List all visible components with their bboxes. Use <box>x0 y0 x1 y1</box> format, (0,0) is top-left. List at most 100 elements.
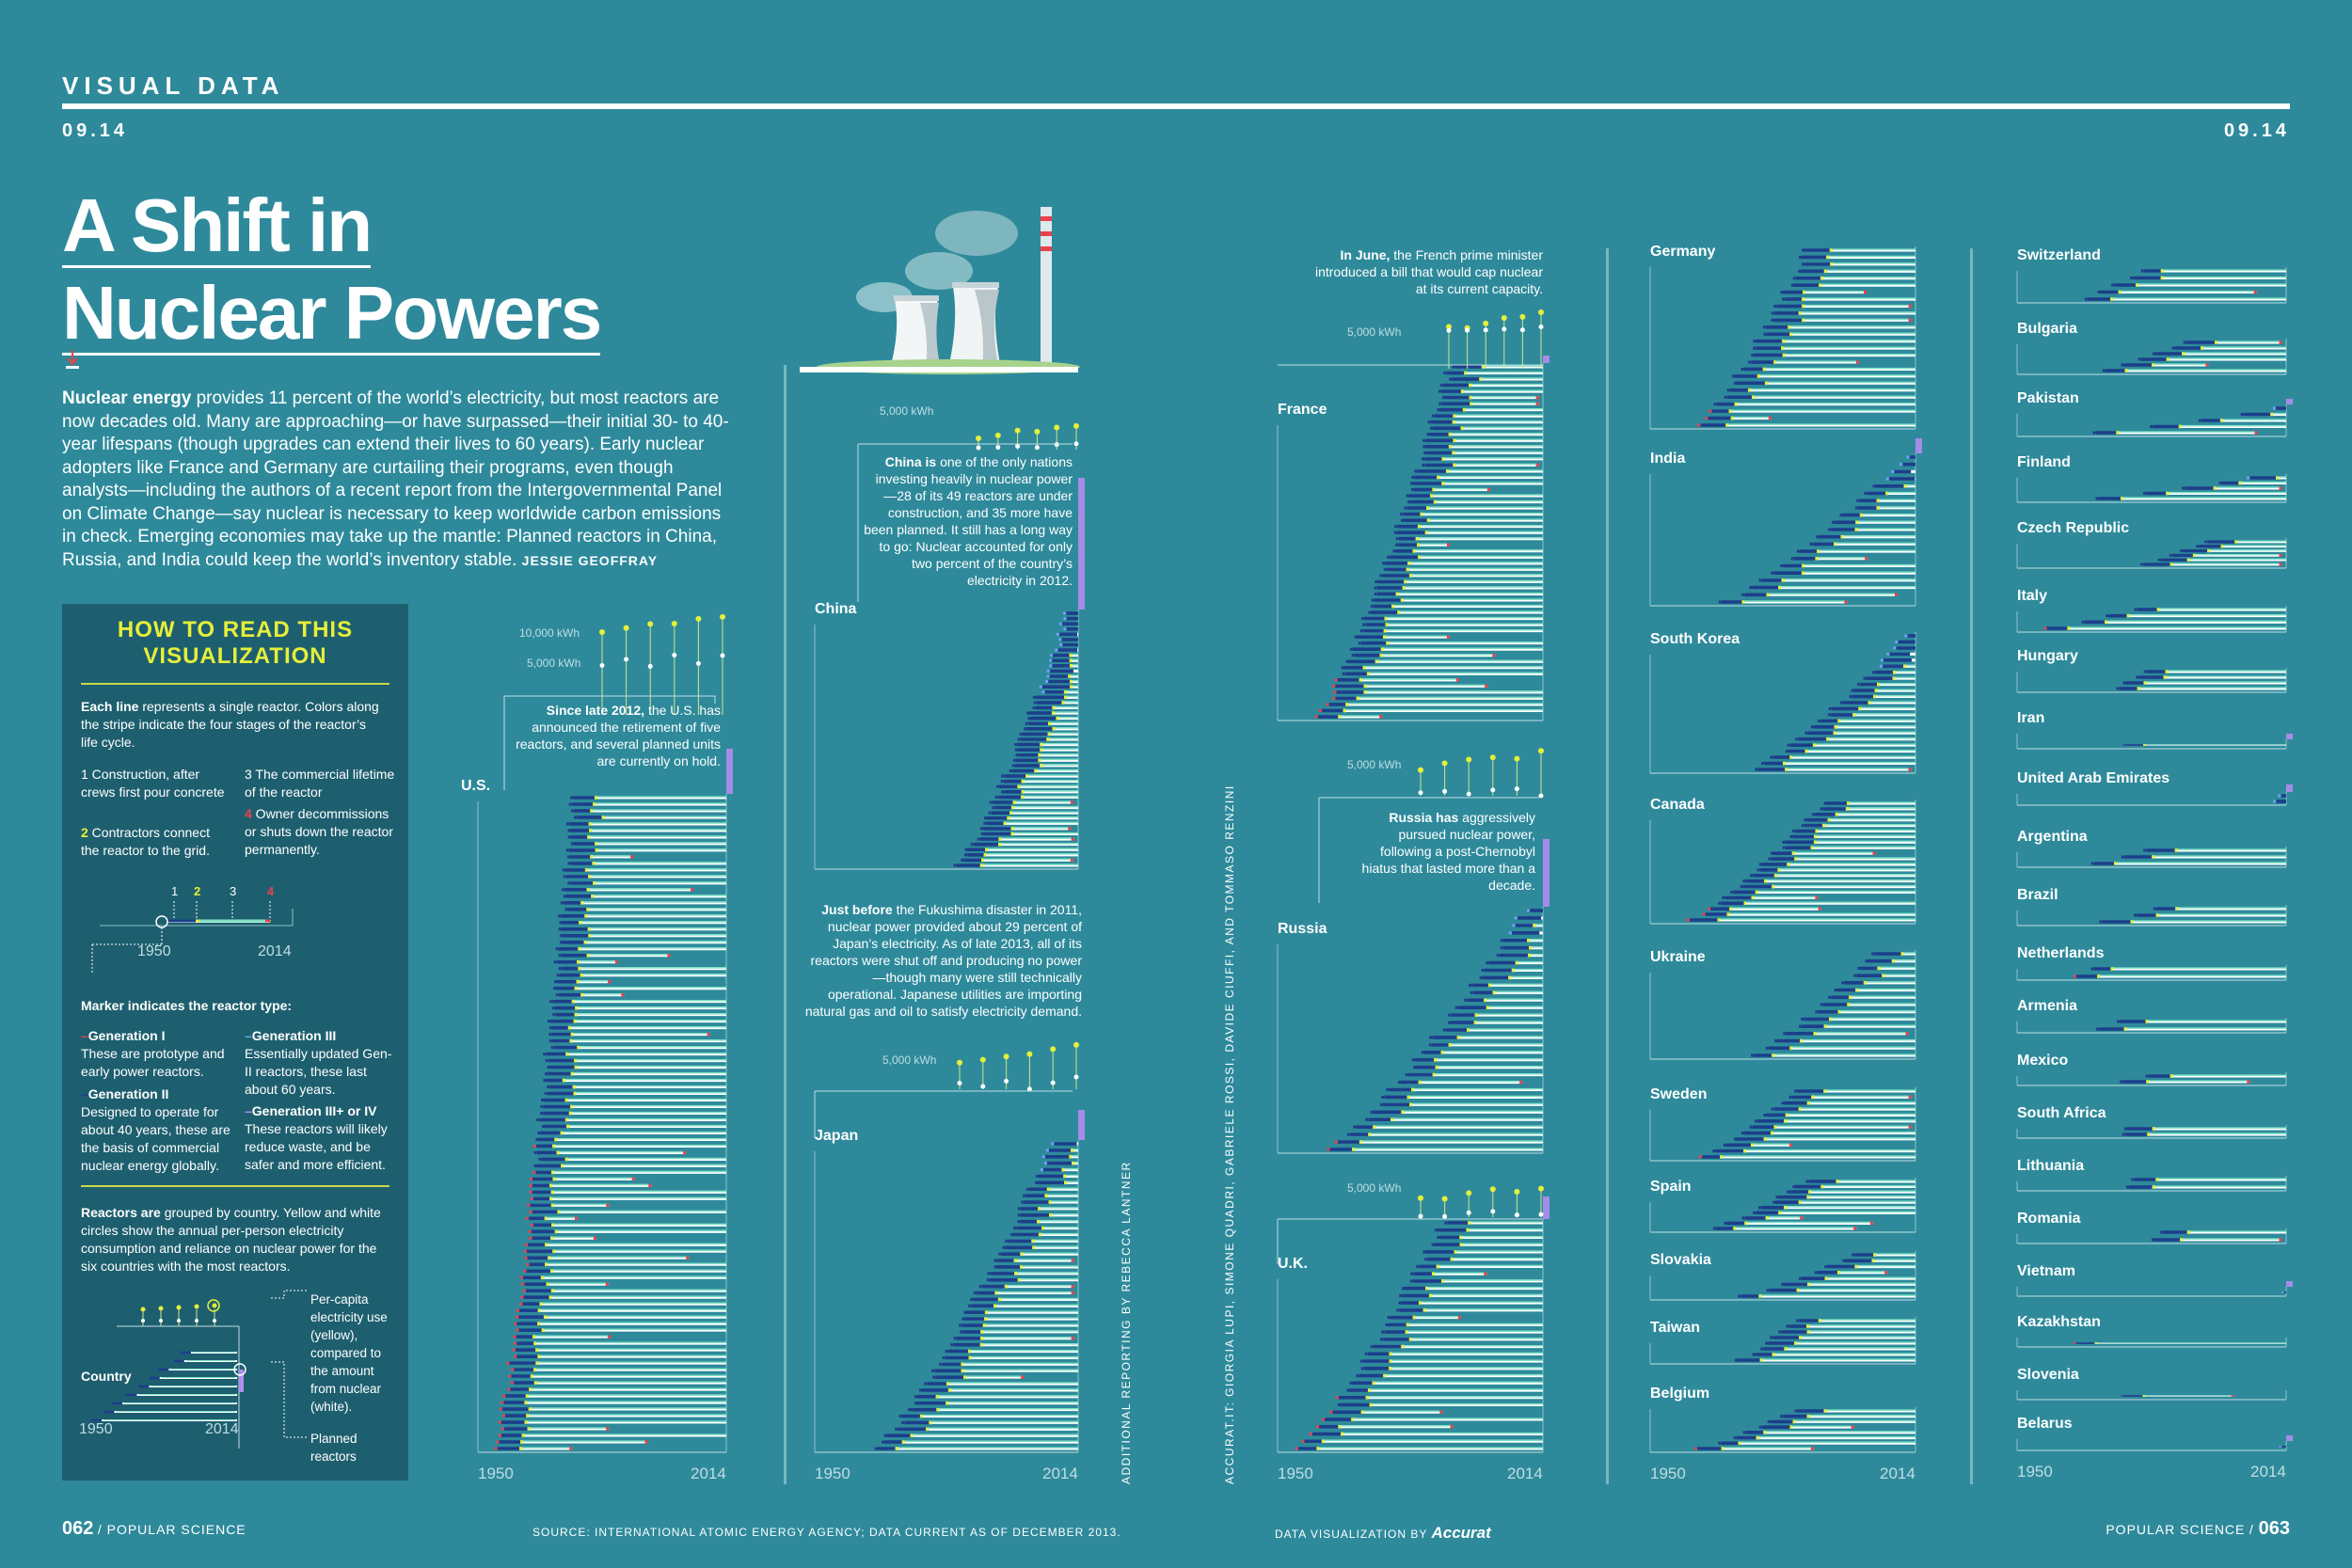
reactor-type-marker <box>1733 1137 1737 1141</box>
percap-yellow-dot <box>1441 1196 1448 1202</box>
reactor-type-marker <box>1409 1279 1413 1283</box>
percap-white-dot <box>1050 1080 1056 1085</box>
reactor-type-marker <box>1789 834 1793 838</box>
reactor-type-marker <box>553 960 557 964</box>
cooling-tower-illustration <box>800 207 1080 374</box>
country-group: South Africa <box>2016 1105 2287 1139</box>
reactor-type-marker <box>558 967 562 971</box>
reactor-type-marker <box>1387 555 1391 559</box>
axis-start-label: 1950 <box>1650 1465 1686 1482</box>
reactor-type-marker <box>1001 790 1005 794</box>
reactor-type-marker <box>1370 605 1374 609</box>
reactor-type-marker <box>1009 1233 1013 1237</box>
reactor-type-marker <box>1718 600 1722 604</box>
reactor-type-marker <box>1733 381 1737 385</box>
reactor-type-marker <box>1741 1216 1745 1220</box>
reactor-type-marker <box>1431 1243 1435 1246</box>
reactor-type-marker <box>1346 1388 1350 1392</box>
planned-reactors-bar <box>1078 1110 1085 1140</box>
diagram-num-4: 4 <box>267 884 275 898</box>
country-group: Sweden <box>1649 1086 1916 1162</box>
reactor-type-marker <box>525 1216 529 1220</box>
reactor-type-marker <box>1360 1367 1364 1370</box>
reactor-type-marker <box>1014 748 1018 752</box>
reactor-type-marker <box>1438 389 1441 393</box>
reactor-type-marker <box>1039 685 1042 689</box>
percap-white-dot <box>1538 1212 1544 1217</box>
gen-3: –Generation III Essentially updated Gen-I… <box>245 1028 392 1097</box>
country-label: Italy <box>2017 588 2047 604</box>
country-group: Ukraine <box>1649 949 1916 1060</box>
percap-yellow-dot <box>1514 1188 1520 1195</box>
reactor-type-marker <box>942 1355 946 1359</box>
reactor-type-marker <box>1839 514 1843 517</box>
reactor-type-marker <box>2278 794 2281 798</box>
reactor-type-marker <box>959 1323 962 1327</box>
diagram-end-year: 2014 <box>258 943 292 959</box>
reactor-type-marker <box>1444 1221 1448 1225</box>
reactor-type-marker <box>994 795 998 799</box>
reactor-type-marker <box>1854 506 1858 510</box>
reactor-type-marker <box>2095 497 2099 500</box>
country-label: Slovakia <box>1650 1252 1711 1268</box>
country-group: Iran <box>2016 710 2293 750</box>
country-group: Canada <box>1649 797 1916 925</box>
reactor-type-marker <box>1758 578 1762 582</box>
country-label: South Korea <box>1650 631 1740 647</box>
planned-reactors-bar <box>1543 356 1549 363</box>
reactor-type-marker <box>2279 1446 2282 1448</box>
gen-2: –Generation II Designed to operate for ab… <box>81 1086 230 1173</box>
percap-white-dot <box>1054 442 1059 448</box>
country-group: India <box>1649 438 1922 607</box>
reactor-type-marker <box>907 1408 911 1412</box>
reactor-type-marker <box>1783 1032 1787 1036</box>
reactor-type-marker <box>514 1354 517 1358</box>
issue-date-left: 09.14 <box>62 120 129 141</box>
reactor-type-marker <box>1774 1039 1778 1043</box>
reactor-type-marker <box>2121 855 2124 859</box>
reactor-type-marker <box>1437 408 1440 412</box>
reactor-type-marker <box>1045 1148 1049 1152</box>
reactor-type-marker <box>1368 610 1372 614</box>
reactor-type-marker <box>566 855 570 859</box>
reactor-type-marker <box>1481 969 1485 972</box>
reactor-type-marker <box>1056 632 1059 636</box>
annotation-russia-body: aggressively pursued nuclear power, foll… <box>1361 810 1535 893</box>
gen-1-text: These are prototype and early power reac… <box>81 1046 225 1079</box>
reactor-type-marker <box>1798 269 1802 273</box>
annotation-leader <box>503 695 716 790</box>
reactor-type-marker <box>1816 535 1820 539</box>
reactor-type-marker <box>964 853 968 857</box>
reactor-type-marker <box>1027 717 1031 721</box>
reactor-type-marker <box>1345 659 1349 663</box>
kwh-china: 5,000 kWh <box>880 404 934 418</box>
reactor-type-marker <box>1799 255 1803 259</box>
reactor-type-marker <box>1386 1088 1390 1091</box>
annotation-france-body: the French prime minister introduced a b… <box>1314 247 1543 296</box>
reactor-type-marker <box>524 1256 528 1259</box>
reactor-type-marker <box>1049 664 1053 668</box>
percap-yellow-dot <box>1501 315 1507 322</box>
reactor-type-marker <box>1382 562 1386 565</box>
annotation-russia-lead: Russia has <box>1389 810 1459 825</box>
country-label: China <box>815 601 857 617</box>
reactor-type-marker <box>1770 1336 1773 1339</box>
reactor-type-marker <box>960 1330 963 1334</box>
reactor-type-marker <box>2272 406 2276 410</box>
country-label: U.K. <box>1278 1256 1308 1272</box>
reactor-type-marker <box>1880 658 1883 662</box>
reactor-type-marker <box>1799 1024 1803 1028</box>
reactor-type-marker <box>1771 318 1774 322</box>
reactor-type-marker <box>1332 684 1336 688</box>
reactor-type-marker <box>540 1105 544 1109</box>
percap-white-dot <box>647 663 653 669</box>
reactor-type-marker <box>1726 388 1730 392</box>
country-label: Belgium <box>1650 1386 1709 1402</box>
reactor-type-marker <box>1371 598 1375 602</box>
reactor-type-marker <box>1351 654 1355 657</box>
annotation-leader <box>1277 1218 1543 1264</box>
reactor-type-marker <box>2136 675 2139 679</box>
step-3: 3 The commercial lifetime of the reactor <box>245 766 395 801</box>
percap-white-dot <box>1442 788 1448 794</box>
legend-percap: Per-capita electricity use (yellow), com… <box>310 1292 388 1414</box>
